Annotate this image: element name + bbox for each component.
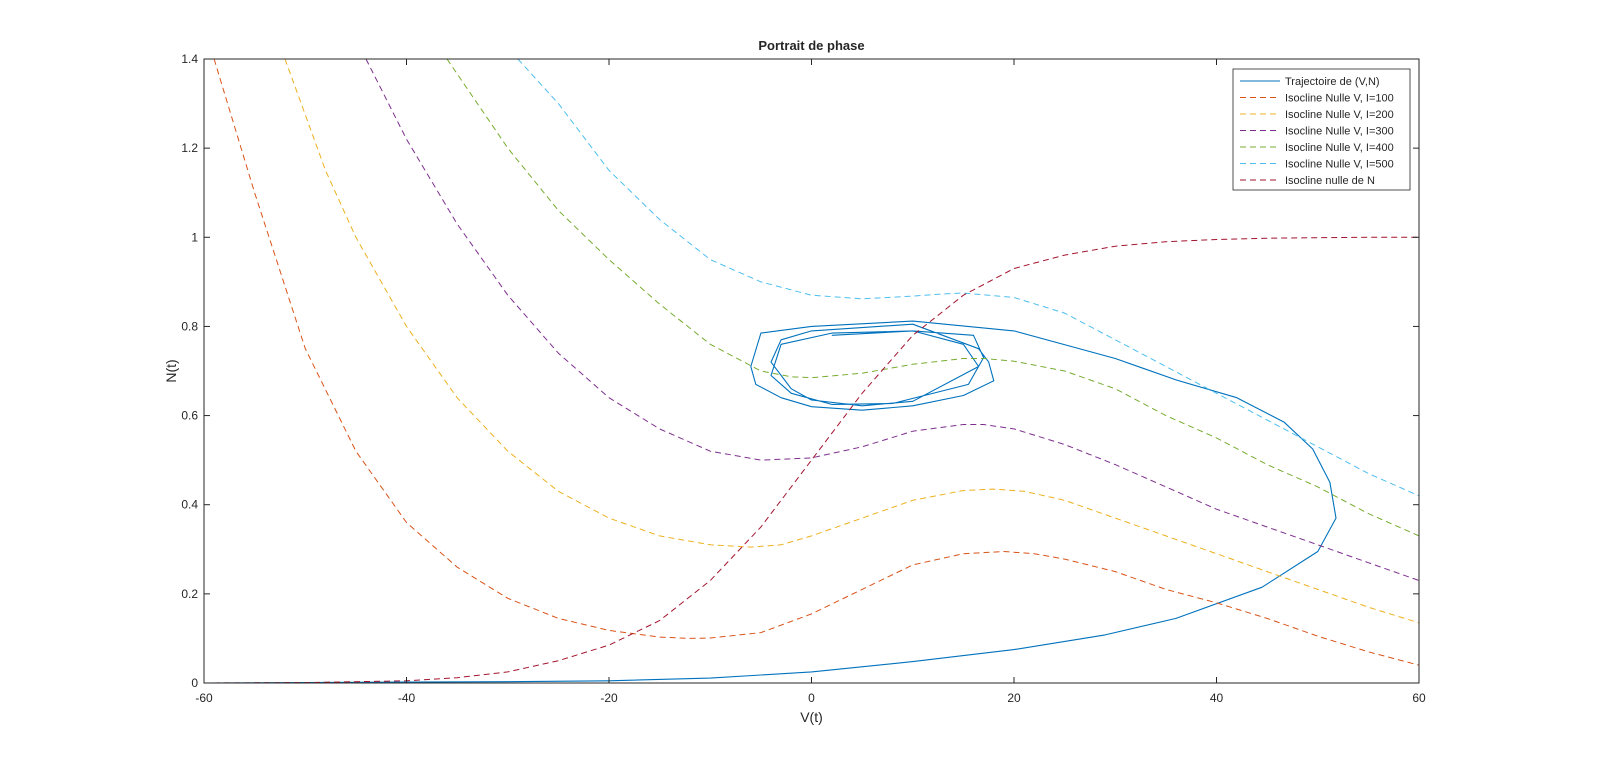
series-line-isocline-nulle-v-i-400 [446,58,1420,537]
series-line-isocline-nulle-de-n [203,236,1419,684]
y-tick-label: 0.6 [181,409,198,423]
y-tick-label: 0 [191,676,198,690]
legend-label-trajectoire-de-v-n: Trajectoire de (V,N) [1285,76,1380,88]
legend-label-isocline-nulle-v-i-500: Isocline Nulle V, I=500 [1285,159,1394,171]
x-tick-labels: -60 -40 -20 0 20 40 60 [195,691,1426,705]
y-tick-label: 1.4 [181,52,198,66]
legend: Trajectoire de (V,N) Isocline Nulle V, I=… [1232,68,1411,191]
x-tick-label: -60 [195,691,213,705]
series-line-isocline-nulle-v-i-100 [213,58,1420,666]
x-tick-label: -40 [398,691,416,705]
axes-box [203,58,1420,684]
legend-entries: Trajectoire de (V,N) Isocline Nulle V, I=… [1240,76,1394,187]
series-line-isocline-nulle-v-i-200 [284,58,1420,624]
series-line-isocline-nulle-v-i-300 [365,58,1420,581]
legend-label-isocline-nulle-v-i-400: Isocline Nulle V, I=400 [1285,142,1394,154]
y-tick-label: 0.2 [181,587,198,601]
chart-title: Portrait de phase [758,38,864,53]
legend-label-isocline-nulle-de-n: Isocline nulle de N [1285,175,1375,187]
y-tick-label: 0.8 [181,319,198,333]
series-line-trajectoire-de-v-n [203,320,1337,684]
x-tick-label: 0 [808,691,815,705]
x-tick-label: 40 [1210,691,1224,705]
y-tick-label: 1.2 [181,141,198,155]
x-tick-label: -20 [600,691,618,705]
legend-label-isocline-nulle-v-i-100: Isocline Nulle V, I=100 [1285,93,1394,105]
y-tick-label: 1 [191,230,198,244]
y-tick-labels: 0 0.2 0.4 0.6 0.8 1 1.2 1.4 [181,52,198,690]
series-line-isocline-nulle-v-i-500 [517,58,1420,497]
x-tick-label: 60 [1412,691,1426,705]
legend-box [1232,68,1411,191]
x-tick-label: 20 [1007,691,1021,705]
y-axis-label: N(t) [163,359,179,382]
x-axis-label: V(t) [800,709,823,725]
legend-label-isocline-nulle-v-i-200: Isocline Nulle V, I=200 [1285,109,1394,121]
plot-area [204,59,1419,683]
legend-label-isocline-nulle-v-i-300: Isocline Nulle V, I=300 [1285,126,1394,138]
series-layer [203,58,1420,684]
y-tick-label: 0.4 [181,498,198,512]
